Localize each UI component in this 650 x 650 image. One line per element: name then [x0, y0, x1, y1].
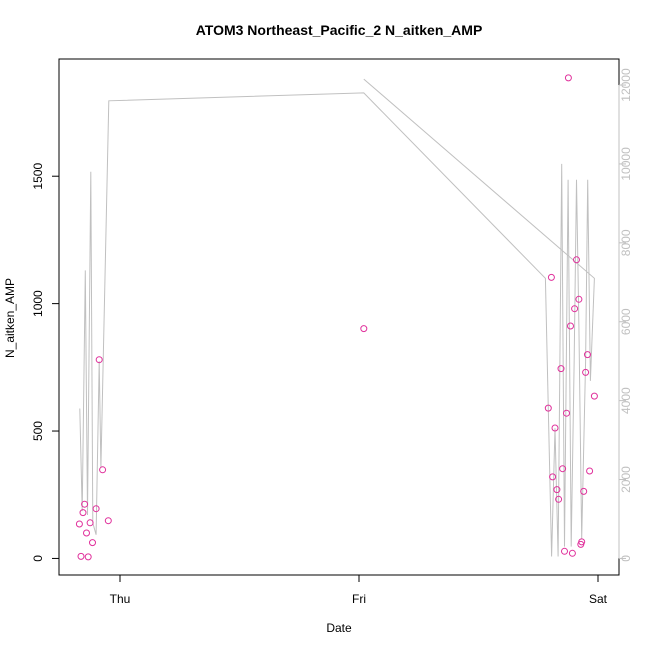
y-right-tick-label: 2000: [619, 466, 633, 493]
data-point: [544, 404, 552, 412]
x-tick-label: Sat: [589, 592, 608, 606]
x-tick-label: Thu: [110, 592, 131, 606]
y-right-tick-label: 8000: [619, 229, 633, 256]
plot-series-line: [79, 78, 595, 557]
data-point: [573, 256, 580, 264]
data-point: [99, 466, 107, 474]
data-point: [547, 273, 555, 281]
data-point: [549, 473, 557, 481]
data-point: [590, 392, 598, 400]
series-line: [79, 78, 595, 557]
y-right-tick-label: 4000: [619, 387, 633, 414]
data-point: [553, 486, 561, 494]
data-point: [568, 549, 576, 557]
y-left-tick-label: 1500: [31, 163, 45, 190]
y-axis-left: 0 500 1000 1500: [31, 163, 60, 562]
y-right-tick-label: 0: [619, 555, 633, 562]
data-point: [561, 547, 568, 555]
y-axis-right: 0 2000 4000 6000 8000 10000 12000: [618, 68, 633, 562]
data-point: [104, 517, 112, 525]
data-point: [92, 505, 100, 513]
y-right-tick-label: 12000: [619, 68, 633, 102]
data-point: [563, 409, 570, 417]
data-point: [559, 465, 567, 473]
data-point: [86, 519, 94, 527]
y-axis-label: N_aitken_AMP: [3, 278, 17, 358]
y-left-tick-label: 0: [31, 555, 45, 562]
data-point: [580, 487, 588, 495]
data-point: [575, 295, 583, 303]
data-point: [567, 322, 574, 330]
plot-series-points: [75, 74, 598, 561]
x-tick-label: Fri: [352, 592, 366, 606]
y-left-tick-label: 1000: [31, 290, 45, 317]
data-point: [555, 495, 563, 503]
y-left-tick-label: 500: [31, 421, 45, 441]
data-point: [360, 325, 368, 333]
x-axis-label: Date: [326, 621, 352, 635]
data-point: [79, 509, 87, 517]
data-point: [586, 467, 594, 475]
data-point: [75, 520, 83, 528]
data-point: [571, 305, 579, 313]
x-axis: Thu Fri Sat: [110, 574, 608, 606]
chart-title: ATOM3 Northeast_Pacific_2 N_aitken_AMP: [196, 22, 483, 38]
y-right-tick-label: 10000: [619, 147, 633, 181]
data-point: [578, 538, 586, 546]
data-point: [551, 424, 559, 432]
data-point: [84, 553, 92, 561]
data-point: [89, 539, 96, 547]
data-point: [584, 351, 591, 359]
data-point: [564, 74, 572, 82]
y-right-tick-label: 6000: [619, 308, 633, 335]
data-point: [77, 552, 85, 560]
data-point: [83, 529, 90, 537]
data-point: [81, 500, 89, 508]
data-point: [582, 368, 590, 376]
data-point: [95, 356, 103, 364]
data-point: [557, 365, 565, 373]
